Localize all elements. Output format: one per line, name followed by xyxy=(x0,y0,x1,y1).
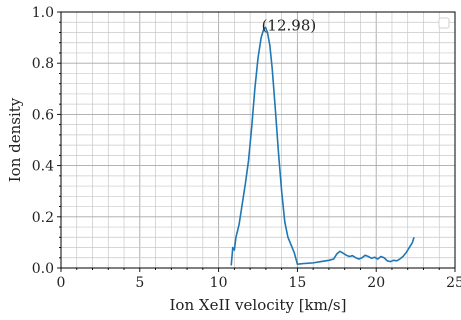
y-tick-label: 0.0 xyxy=(32,261,54,277)
x-tick-label: 5 xyxy=(135,275,144,291)
legend-box xyxy=(438,17,450,29)
y-tick-label: 0.8 xyxy=(32,56,54,72)
y-tick-label: 0.6 xyxy=(32,107,54,123)
x-tick-label: 20 xyxy=(367,275,385,291)
x-tick-label: 15 xyxy=(288,275,306,291)
x-tick-label: 10 xyxy=(210,275,228,291)
plot-frame xyxy=(60,11,456,269)
x-tick-label: 25 xyxy=(446,275,461,291)
axis-ticks xyxy=(57,11,456,272)
tick-labels: 0 5 10 15 20 25 0.0 0.2 0.4 0.6 0.8 1.0 xyxy=(32,5,461,291)
series-line xyxy=(230,26,415,266)
y-tick-label: 1.0 xyxy=(32,5,54,21)
peak-annotation: (12.98) xyxy=(262,16,317,34)
grid xyxy=(61,12,455,268)
y-axis-label: Ion density xyxy=(6,97,24,182)
y-tick-label: 0.2 xyxy=(32,210,54,226)
x-axis-label: Ion XeII velocity [km/s] xyxy=(170,296,347,314)
x-tick-label: 0 xyxy=(57,275,66,291)
y-tick-label: 0.4 xyxy=(32,159,54,175)
